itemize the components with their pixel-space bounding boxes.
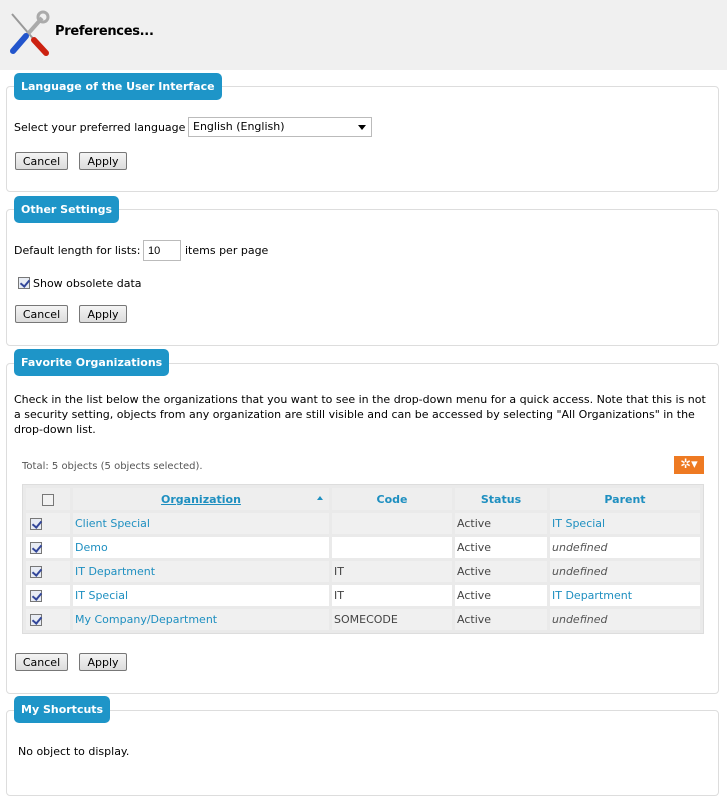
select-all-checkbox[interactable] (42, 493, 54, 506)
shortcuts-empty-message: No object to display. (18, 745, 130, 758)
column-header-status: Status (455, 488, 547, 510)
row-select-cell (26, 537, 70, 558)
column-header-organization[interactable]: Organization (73, 488, 329, 510)
status-cell: Active (455, 609, 547, 630)
other-cancel-button[interactable]: Cancel (15, 305, 68, 323)
row-checkbox[interactable] (30, 590, 42, 602)
column-header-parent: Parent (550, 488, 700, 510)
favorites-description: Check in the list below the organization… (14, 393, 706, 436)
language-selected-value: English (English) (193, 120, 285, 133)
list-length-suffix: items per page (185, 244, 269, 257)
show-obsolete-checkbox[interactable] (18, 277, 30, 289)
parent-link[interactable]: IT Special (552, 517, 606, 530)
organization-link[interactable]: Demo (75, 541, 108, 554)
language-label: Select your preferred language (14, 121, 186, 134)
language-section (6, 86, 719, 192)
chevron-down-icon (358, 125, 366, 130)
organization-cell[interactable]: IT Special (73, 585, 329, 606)
code-cell: IT (332, 561, 452, 582)
page-title: Preferences... (55, 24, 154, 39)
other-settings-section (6, 209, 719, 346)
favorites-cancel-button[interactable]: Cancel (15, 653, 68, 671)
code-cell: IT (332, 585, 452, 606)
organization-link[interactable]: IT Special (75, 589, 129, 602)
code-cell: SOMECODE (332, 609, 452, 630)
organization-cell[interactable]: My Company/Department (73, 609, 329, 630)
language-apply-button[interactable]: Apply (79, 152, 127, 170)
parent-cell[interactable]: IT Department (550, 585, 700, 606)
organization-cell[interactable]: IT Department (73, 561, 329, 582)
list-length-label: Default length for lists: (14, 244, 141, 257)
sort-ascending-icon (317, 496, 323, 500)
organization-cell[interactable]: Demo (73, 537, 329, 558)
code-cell (332, 513, 452, 534)
row-checkbox[interactable] (30, 518, 42, 530)
tools-icon (10, 10, 50, 56)
parent-link[interactable]: IT Department (552, 589, 633, 602)
show-obsolete-label: Show obsolete data (33, 277, 142, 290)
row-checkbox[interactable] (30, 566, 42, 578)
parent-cell: undefined (550, 609, 700, 630)
column-header-code: Code (332, 488, 452, 510)
total-count: Total: 5 objects (5 objects selected). (22, 461, 203, 472)
table-row: Demo Active undefined (26, 537, 700, 558)
row-select-cell (26, 513, 70, 534)
parent-undefined: undefined (552, 613, 608, 626)
favorite-organizations-legend: Favorite Organizations (14, 349, 170, 376)
organization-cell[interactable]: Client Special (73, 513, 329, 534)
select-all-cell (26, 488, 70, 510)
page-header: Preferences... (0, 0, 727, 70)
organization-link[interactable]: IT Department (75, 565, 156, 578)
table-row: IT Department IT Active undefined (26, 561, 700, 582)
organizations-table: Organization Code Status Parent Client S… (22, 484, 704, 634)
row-checkbox[interactable] (30, 614, 42, 626)
table-row: IT Special IT Active IT Department (26, 585, 700, 606)
parent-undefined: undefined (552, 541, 608, 554)
status-cell: Active (455, 513, 547, 534)
other-apply-button[interactable]: Apply (79, 305, 127, 323)
row-select-cell (26, 561, 70, 582)
parent-undefined: undefined (552, 565, 608, 578)
code-cell (332, 537, 452, 558)
shortcuts-legend: My Shortcuts (14, 696, 111, 723)
favorites-apply-button[interactable]: Apply (79, 653, 127, 671)
tools-menu-button[interactable]: ✲▾ (674, 456, 704, 474)
row-checkbox[interactable] (30, 542, 42, 554)
list-length-input[interactable] (143, 240, 181, 261)
row-select-cell (26, 585, 70, 606)
status-cell: Active (455, 537, 547, 558)
sort-organization-link[interactable]: Organization (161, 492, 241, 506)
language-legend: Language of the User Interface (14, 73, 222, 100)
favorite-organizations-section (6, 363, 719, 694)
row-select-cell (26, 609, 70, 630)
language-cancel-button[interactable]: Cancel (15, 152, 68, 170)
table-row: Client Special Active IT Special (26, 513, 700, 534)
shortcuts-section (6, 710, 719, 796)
parent-cell: undefined (550, 537, 700, 558)
language-select[interactable]: English (English) (188, 117, 372, 137)
organization-link[interactable]: Client Special (75, 517, 150, 530)
table-row: My Company/Department SOMECODE Active un… (26, 609, 700, 630)
organization-link[interactable]: My Company/Department (75, 613, 218, 626)
parent-cell[interactable]: IT Special (550, 513, 700, 534)
status-cell: Active (455, 561, 547, 582)
status-cell: Active (455, 585, 547, 606)
other-settings-legend: Other Settings (14, 196, 120, 223)
parent-cell: undefined (550, 561, 700, 582)
